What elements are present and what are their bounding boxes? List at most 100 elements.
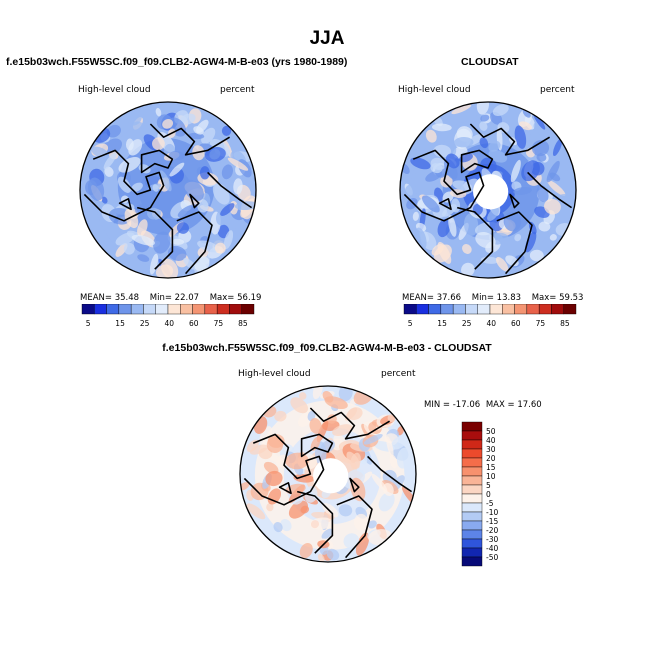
panel2-colorbar-swatch [428, 304, 442, 315]
panel2-max-label: Max= [531, 293, 557, 303]
panel1-field-cell [128, 139, 143, 156]
panel2-min-value: 13.83 [496, 293, 522, 303]
panel3-coastline [300, 433, 334, 458]
panel2-field-cell [433, 244, 452, 263]
panel2-field-cell [480, 114, 490, 122]
panel2-polar-map [399, 101, 577, 279]
panel2-colorbar-swatch [551, 304, 564, 315]
panel1-stats: MEAN= 35.48 Min= 22.07 Max= 56.19 [80, 293, 261, 303]
panel3-colorbar-swatch [461, 457, 483, 468]
panel1-colorbar-swatch [81, 304, 95, 315]
panel3-field-cell [266, 436, 284, 453]
panel2-field-cell [431, 123, 452, 132]
panel3-colorbar-tick-label: 5 [486, 481, 491, 490]
panel1-field-cell [184, 179, 204, 202]
panel3-field-cell [293, 474, 315, 483]
panel2-field-cell [552, 138, 563, 157]
panel3-field-cell [249, 444, 268, 455]
panel3-field-cell [347, 407, 363, 421]
panel3-field-cell [389, 454, 398, 469]
panel1-field-cell [124, 208, 139, 229]
panel3-colorbar-tick-label: 15 [486, 463, 496, 472]
panel3-stats: MIN = -17.06 MAX = 17.60 [424, 400, 542, 410]
panel3-coastline [367, 455, 413, 493]
panel2-field-cell [492, 104, 509, 117]
panel3-field-cell [311, 511, 335, 521]
panel3-field-cell [317, 553, 325, 562]
panel3-colorbar-tick-label: 0 [486, 490, 491, 499]
panel1-colorbar-swatch [216, 304, 230, 315]
panel3-field-cell [355, 532, 370, 556]
panel2-coastline [457, 206, 494, 270]
panel3-field-cell [267, 488, 282, 505]
panel3-field-cell [396, 447, 411, 469]
panel3-colorbar-swatch [461, 421, 483, 432]
panel3-field-cell [309, 418, 322, 434]
panel1-colorbar-swatch [143, 304, 156, 315]
panel2-coastline [469, 123, 551, 156]
panel3-field-cell [390, 435, 408, 450]
panel2-coastline [403, 149, 485, 222]
panel2-field-cell [465, 115, 481, 125]
panel2-field-label: High-level cloud [398, 85, 471, 95]
panel3-colorbar-swatch [461, 511, 483, 522]
panel2-coastline [496, 211, 533, 275]
panel2-missing-data-hole [473, 174, 509, 210]
panel1-min-value: 22.07 [174, 293, 200, 303]
panel2-max-value: 59.53 [559, 293, 584, 303]
panel3-title: f.e15b03wch.F55W5SC.f09_f09.CLB2-AGW4-M-… [162, 342, 492, 354]
panel1-field-cell [152, 137, 165, 151]
panel2-field-cell [448, 215, 457, 237]
panel2-field-cell [514, 125, 527, 149]
panel2-field-cell [544, 198, 561, 215]
panel2-field-cell [440, 175, 453, 188]
panel2-field-cell [425, 129, 437, 143]
panel1-polar-map [79, 101, 257, 279]
panel1-field-cell [233, 178, 243, 195]
panel1-field-cell [227, 157, 249, 171]
panel2-colorbar-swatch [502, 304, 515, 315]
panel2-field-cell [549, 234, 557, 241]
panel2-coastline [527, 171, 573, 209]
panel1-field-cell [223, 230, 234, 250]
panel3-field-cell [382, 483, 394, 496]
panel3-colorbar-swatch [461, 529, 483, 540]
panel1-field-cell [101, 196, 108, 204]
panel3-field-cell [343, 533, 360, 549]
panel3-field-label: High-level cloud [238, 369, 311, 379]
panel1-field-cell [177, 204, 199, 218]
panel1-coastline [189, 193, 200, 209]
panel1-coastline [137, 206, 174, 270]
panel3-colorbar-tick-label: -20 [486, 526, 498, 535]
panel3-coastline [349, 477, 360, 493]
panel2-units: percent [540, 85, 575, 95]
panel1-field-cell [153, 231, 171, 254]
panel3-polar-map [239, 385, 417, 563]
panel3-coastline [278, 482, 292, 495]
panel1-coastline [176, 211, 213, 275]
panel2-field-cell [487, 207, 499, 222]
panel1-field-cell [155, 107, 162, 117]
panel1-field-cell [209, 148, 221, 160]
panel3-coastline [309, 407, 391, 440]
panel1-field-cell [234, 201, 256, 211]
panel3-colorbar-swatch [461, 466, 483, 477]
panel1-coastline [83, 149, 165, 222]
panel3-field-cell [378, 492, 395, 512]
panel1-field-cell [169, 162, 185, 177]
panel1-colorbar-tick-label: 75 [214, 319, 224, 328]
panel2-colorbar-swatch [514, 304, 528, 315]
panel2-field-cell [479, 137, 489, 149]
panel2-coastline [438, 198, 452, 211]
panel3-field-cell [338, 504, 353, 517]
panel1-colorbar-swatch [94, 304, 107, 315]
panel3-field-cell [290, 397, 309, 414]
panel1-min-label: Min= [149, 293, 172, 303]
panel3-field-cell [266, 503, 274, 512]
panel1-field-cell [152, 184, 159, 192]
panel3-field-cell [299, 392, 307, 400]
panel1-colorbar-swatch [106, 304, 120, 315]
panel3-field-cell [321, 528, 333, 540]
season-title: JJA [309, 28, 345, 49]
panel2-mean-label: MEAN= [402, 293, 434, 303]
